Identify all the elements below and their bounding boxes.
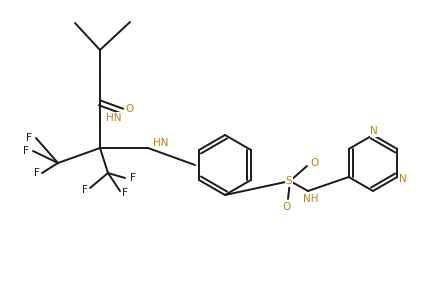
Text: F: F [23,146,29,156]
Text: O: O [311,158,319,168]
Text: F: F [34,168,40,178]
Text: O: O [283,202,291,212]
Text: F: F [122,188,128,198]
Text: N: N [399,174,407,184]
Text: F: F [26,133,32,143]
Text: N: N [370,126,378,136]
Text: F: F [130,173,136,183]
Text: F: F [82,185,88,195]
Text: HN: HN [153,138,169,148]
Text: O: O [126,104,134,114]
Text: HN: HN [106,113,122,123]
Text: S: S [285,176,292,186]
Text: NH: NH [303,194,319,204]
